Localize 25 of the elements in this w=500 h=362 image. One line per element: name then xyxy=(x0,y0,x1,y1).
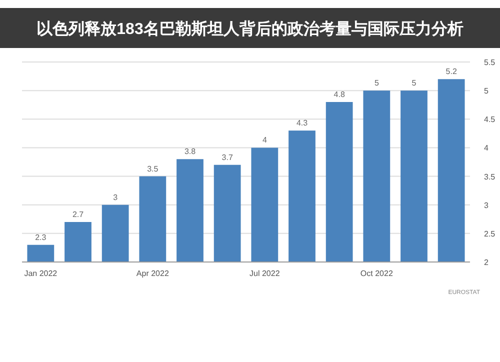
ytick: 3.5 xyxy=(484,172,496,182)
data-label: 3.5 xyxy=(147,164,158,174)
title: 以色列释放183名巴勒斯坦人背后的政治考量与国际压力分析 xyxy=(36,21,464,38)
data-label: 2.7 xyxy=(72,210,84,219)
data-label: 5 xyxy=(374,78,379,88)
data-label: 3.7 xyxy=(222,152,233,162)
data-label: 4.3 xyxy=(296,118,308,128)
data-label: 3.8 xyxy=(184,147,196,156)
xtick: Oct 2022 xyxy=(360,269,393,278)
data-label: 5.2 xyxy=(446,67,457,76)
data-label: 4 xyxy=(262,136,267,145)
xtick: Apr 2022 xyxy=(136,269,169,278)
ytick: 2 xyxy=(484,258,488,267)
data-label: 5 xyxy=(412,78,416,88)
ytick: 4 xyxy=(484,144,488,153)
ytick: 5 xyxy=(484,86,488,96)
ytick: 4.5 xyxy=(484,115,496,124)
data-label: 4.8 xyxy=(334,90,345,99)
xtick: Jul 2022 xyxy=(250,269,280,278)
data-label: 3 xyxy=(113,192,118,202)
xtick: Jan 2022 xyxy=(24,269,58,278)
ytick: 3 xyxy=(484,200,488,210)
data-label: 2.3 xyxy=(35,232,46,242)
ytick: 5.5 xyxy=(484,58,496,67)
ytick: 2.5 xyxy=(484,229,496,238)
